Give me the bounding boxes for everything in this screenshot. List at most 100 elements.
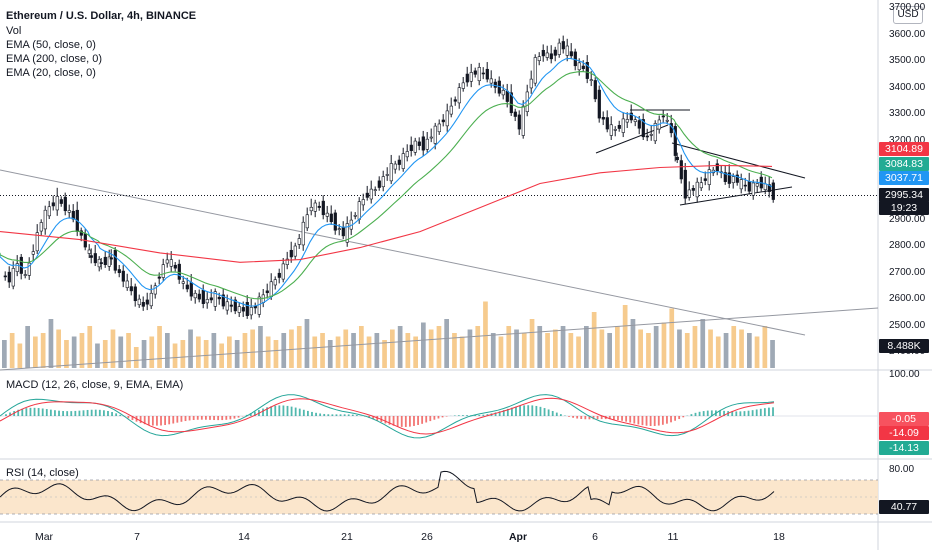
candle-body bbox=[285, 258, 289, 265]
macd-histogram-bar bbox=[62, 410, 64, 416]
volume-bar bbox=[25, 326, 30, 368]
macd-histogram-bar bbox=[225, 416, 228, 420]
volume-bar bbox=[638, 329, 643, 368]
volume-bar bbox=[576, 336, 581, 368]
macd-histogram-bar bbox=[588, 416, 591, 420]
price-tick: 2800.00 bbox=[889, 240, 926, 251]
candle-body bbox=[341, 226, 345, 237]
candle-body bbox=[653, 123, 657, 142]
macd-label: MACD (12, 26, close, 9, EMA, EMA) bbox=[6, 379, 184, 391]
volume-bar bbox=[700, 319, 706, 368]
macd-histogram-bar bbox=[139, 416, 142, 424]
candle-body bbox=[181, 281, 185, 284]
price-tick: 2700.00 bbox=[889, 267, 926, 278]
macd-histogram-bar bbox=[103, 410, 105, 416]
macd-histogram-bar bbox=[172, 416, 175, 424]
macd-histogram-bar bbox=[392, 416, 395, 426]
macd-histogram-bar bbox=[270, 406, 273, 416]
candle-body bbox=[79, 230, 83, 236]
candle-body bbox=[173, 264, 177, 269]
macd-histogram-bar bbox=[641, 416, 644, 426]
macd-histogram-bar bbox=[217, 416, 220, 421]
candle-body bbox=[125, 280, 129, 288]
candle-body bbox=[457, 87, 461, 104]
volume-bar bbox=[258, 326, 263, 368]
candle-body bbox=[453, 99, 457, 102]
currency-button[interactable]: USD bbox=[893, 6, 923, 24]
candle-body bbox=[461, 82, 465, 89]
candle-body bbox=[565, 45, 569, 56]
volume-bar bbox=[366, 336, 372, 368]
volume-bar bbox=[312, 336, 318, 368]
macd-histogram-bar bbox=[66, 411, 69, 416]
trendline-ascending bbox=[0, 307, 879, 371]
macd-histogram-bar bbox=[670, 416, 672, 423]
candle-body bbox=[665, 119, 669, 122]
candle-body bbox=[277, 272, 281, 278]
macd-histogram-bar bbox=[706, 410, 709, 416]
macd-histogram-bar bbox=[417, 416, 419, 426]
candle-body bbox=[249, 307, 253, 316]
candle-body bbox=[109, 257, 113, 260]
candle-body bbox=[103, 256, 107, 265]
macd-histogram-bar bbox=[274, 405, 277, 416]
volume-bar bbox=[529, 319, 535, 368]
chart-title: Ethereum / U.S. Dollar, 4h, BINANCE bbox=[6, 10, 197, 22]
macd-histogram-bar bbox=[441, 416, 444, 418]
macd-histogram-bar bbox=[278, 405, 281, 416]
volume-bar bbox=[467, 329, 473, 368]
volume-bar bbox=[250, 329, 255, 368]
price-tick: 3600.00 bbox=[889, 29, 926, 40]
macd-histogram-bar bbox=[331, 414, 334, 416]
candle-body bbox=[305, 214, 309, 229]
macd-histogram-bar bbox=[751, 410, 754, 416]
candle-body bbox=[27, 262, 31, 276]
candle-body bbox=[361, 199, 365, 206]
candle-body bbox=[473, 70, 477, 75]
time-tick: 14 bbox=[238, 531, 250, 543]
candle-body bbox=[573, 51, 577, 67]
ema200-line bbox=[0, 164, 773, 263]
candle-body bbox=[137, 298, 141, 306]
candle-body bbox=[333, 212, 337, 231]
volume-bar bbox=[568, 333, 574, 368]
candle-body bbox=[405, 151, 409, 158]
macd-histogram-bar bbox=[5, 414, 7, 416]
macd-histogram-bar bbox=[335, 414, 338, 416]
macd-histogram-bar bbox=[221, 416, 224, 421]
candle-body bbox=[641, 119, 645, 138]
macd-histogram-bar bbox=[572, 416, 574, 418]
ema200-price-badge: 3104.89 bbox=[879, 142, 929, 156]
pattern-line bbox=[671, 142, 806, 179]
candle-body bbox=[205, 299, 209, 304]
candle-body bbox=[141, 302, 145, 307]
time-tick: 6 bbox=[592, 531, 598, 543]
macd-histogram-bar bbox=[17, 409, 20, 416]
candle-body bbox=[553, 49, 557, 56]
candle-body bbox=[393, 163, 397, 170]
candle-body bbox=[739, 179, 743, 190]
volume-bar bbox=[444, 319, 449, 368]
macd-histogram-bar bbox=[661, 416, 664, 425]
macd-histogram-bar bbox=[111, 412, 113, 416]
volume-bar bbox=[211, 333, 217, 368]
macd-histogram-bar bbox=[649, 416, 652, 427]
macd-histogram-bar bbox=[143, 416, 146, 425]
macd-histogram-bar bbox=[237, 416, 240, 418]
macd-histogram-bar bbox=[743, 411, 746, 416]
candle-body bbox=[233, 299, 237, 312]
volume-bar bbox=[64, 340, 69, 368]
candle-body bbox=[589, 79, 593, 81]
candle-body bbox=[557, 42, 561, 55]
candle-body bbox=[533, 57, 537, 84]
volume-bar bbox=[739, 329, 744, 368]
volume-bar bbox=[374, 333, 380, 368]
macd-histogram-bar bbox=[78, 410, 81, 416]
volume-bar bbox=[452, 333, 457, 368]
candle-body bbox=[625, 119, 629, 123]
macd-histogram-bar bbox=[184, 416, 187, 422]
volume-bar bbox=[436, 326, 442, 368]
volume-bar bbox=[71, 336, 77, 368]
macd-histogram-bar bbox=[94, 409, 97, 416]
